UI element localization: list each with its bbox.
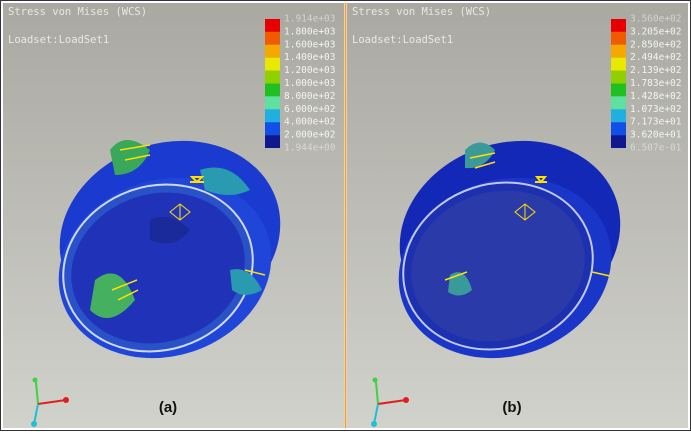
- legend-label: 6.507e-01: [630, 143, 682, 154]
- legend-label: 7.173e+01: [630, 117, 682, 128]
- legend-swatch: [611, 32, 626, 45]
- legend-label: 1.800e+03: [284, 26, 335, 37]
- legend-swatch: [265, 32, 280, 45]
- legend-label: 2.000e+02: [284, 130, 335, 141]
- legend-label: 2.139e+02: [630, 65, 681, 76]
- legend-swatch: [611, 84, 626, 97]
- legend-swatch: [265, 84, 280, 97]
- legend-label: 1.600e+03: [284, 39, 335, 50]
- legend-swatch: [265, 45, 280, 58]
- loadset-label: Loadset:LoadSet1: [352, 34, 453, 46]
- legend-swatch: [611, 109, 626, 122]
- legend-swatch: [265, 19, 280, 32]
- result-title: Stress von Mises (WCS): [352, 6, 491, 18]
- screenshot: Stress von Mises (WCS) Loadset:LoadSet1 1.…: [0, 0, 691, 431]
- legend-label: 3.620e+01: [630, 130, 682, 141]
- legend-label: 1.400e+03: [284, 52, 335, 63]
- legend-swatch: [611, 19, 626, 32]
- legend-swatch: [611, 96, 626, 109]
- result-title: Stress von Mises (WCS): [8, 6, 147, 18]
- legend-swatch: [265, 58, 280, 71]
- loadset-label: Loadset:LoadSet1: [8, 34, 109, 46]
- legend-label: 1.073e+02: [630, 104, 681, 115]
- legend-label: 3.205e+02: [630, 26, 681, 37]
- legend-swatch: [611, 45, 626, 58]
- legend-label: 1.944e+00: [284, 143, 336, 154]
- legend-label: 6.000e+02: [284, 104, 335, 115]
- legend-swatch: [611, 58, 626, 71]
- caption: (a): [159, 399, 177, 416]
- legend-label: 4.000e+02: [284, 117, 335, 128]
- legend-label: 3.560e+02: [630, 14, 681, 25]
- legend-label: 2.494e+02: [630, 52, 681, 63]
- legend-swatch: [611, 122, 626, 135]
- legend-label: 1.428e+02: [630, 91, 681, 102]
- legend-swatch: [611, 135, 626, 148]
- legend-label: 2.850e+02: [630, 39, 681, 50]
- legend-swatch: [265, 122, 280, 135]
- legend-swatch: [265, 96, 280, 109]
- legend-swatch: [265, 135, 280, 148]
- legend-swatch: [265, 109, 280, 122]
- legend-swatch: [265, 71, 280, 84]
- legend-label: 1.783e+02: [630, 78, 681, 89]
- legend-label: 1.200e+03: [284, 65, 335, 76]
- caption: (b): [502, 399, 521, 416]
- legend-label: 1.000e+03: [284, 78, 335, 89]
- legend-label: 1.914e+03: [284, 14, 335, 25]
- legend-label: 8.000e+02: [284, 91, 335, 102]
- legend-swatch: [611, 71, 626, 84]
